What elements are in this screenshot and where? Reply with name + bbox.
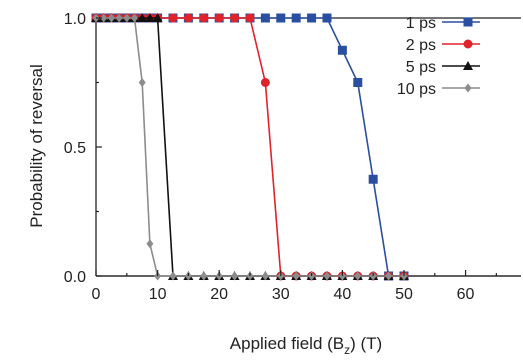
series-10-ps xyxy=(92,13,408,281)
data-point xyxy=(146,239,154,249)
data-point xyxy=(123,13,131,23)
series-line xyxy=(96,17,404,277)
data-point xyxy=(307,13,317,23)
y-tick-label: 0.5 xyxy=(64,140,86,157)
data-point xyxy=(100,13,108,23)
data-point xyxy=(353,78,363,87)
data-point xyxy=(107,13,115,23)
legend-marker xyxy=(463,61,473,70)
data-point xyxy=(261,271,269,281)
legend-label: 5 ps xyxy=(406,59,436,76)
data-point xyxy=(245,13,255,23)
y-tick-label: 0.0 xyxy=(64,269,86,286)
data-point xyxy=(230,13,240,23)
legend-label: 2 ps xyxy=(406,37,436,54)
data-point xyxy=(214,13,224,23)
legend: 1 ps 2 ps 5 ps 10 ps xyxy=(397,15,480,98)
series-layer xyxy=(91,13,409,281)
legend-marker xyxy=(463,39,473,49)
series-line xyxy=(96,17,404,277)
x-axis-label-main: Applied field (B xyxy=(230,334,344,353)
data-point xyxy=(200,271,208,281)
data-point xyxy=(292,271,300,281)
data-point xyxy=(323,271,331,281)
data-point xyxy=(337,45,347,55)
x-axis-label: Applied field (Bz) (T) xyxy=(230,334,382,357)
x-tick-label: 0 xyxy=(92,286,101,303)
y-axis-label: Probability of reversal xyxy=(27,64,46,227)
legend-item: 2 ps xyxy=(406,37,480,54)
legend-label: 1 ps xyxy=(406,15,436,32)
legend-label: 10 ps xyxy=(397,81,436,98)
legend-marker xyxy=(464,83,472,93)
data-point xyxy=(199,13,209,23)
data-point xyxy=(368,174,378,184)
data-point xyxy=(137,13,148,22)
data-point xyxy=(322,13,332,23)
x-tick-label: 30 xyxy=(272,286,290,303)
x-tick-label: 50 xyxy=(395,286,413,303)
legend-item: 5 ps xyxy=(406,59,480,76)
data-point xyxy=(291,13,301,23)
legend-item: 10 ps xyxy=(397,81,480,98)
x-tick-label: 40 xyxy=(333,286,351,303)
data-point xyxy=(138,78,146,87)
data-point xyxy=(276,13,286,23)
data-point xyxy=(183,13,193,23)
y-tick-label: 1.0 xyxy=(64,11,86,28)
data-point xyxy=(260,78,270,87)
data-point xyxy=(115,13,123,23)
legend-item: 1 ps xyxy=(406,15,480,32)
data-point xyxy=(152,13,163,22)
legend-marker xyxy=(463,17,473,27)
data-point xyxy=(385,271,393,281)
ticks-layer: 0 10 20 30 40 50 60 0.0 0.5 1.0 xyxy=(64,11,497,303)
data-point xyxy=(168,13,178,23)
data-point xyxy=(260,13,270,23)
x-tick-label: 60 xyxy=(457,286,475,303)
data-point xyxy=(231,271,239,281)
series-line xyxy=(96,17,404,277)
data-point xyxy=(354,271,362,281)
data-point xyxy=(144,13,155,22)
data-point xyxy=(169,271,177,281)
x-tick-label: 10 xyxy=(149,286,167,303)
series-line xyxy=(96,17,404,277)
data-point xyxy=(130,13,138,23)
x-tick-label: 20 xyxy=(210,286,228,303)
x-axis-label-tail: ) (T) xyxy=(350,334,382,353)
x-axis-label-subscript: z xyxy=(344,343,350,357)
